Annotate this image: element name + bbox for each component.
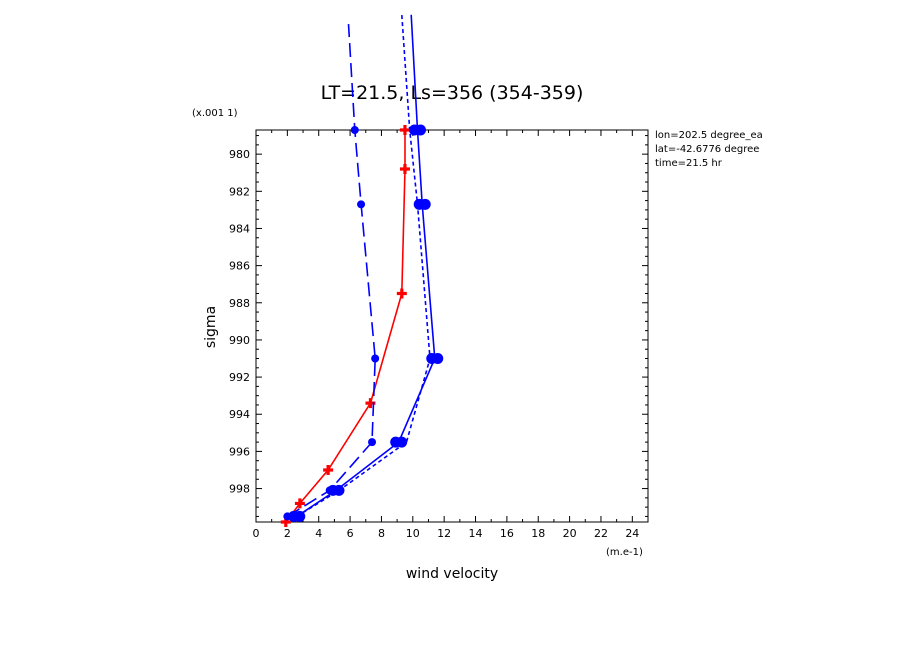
y-axis-label: sigma <box>203 306 219 348</box>
y-tick-label: 986 <box>229 260 250 273</box>
data-point <box>396 288 407 299</box>
x-tick-label: 22 <box>594 527 608 540</box>
data-point <box>294 498 305 509</box>
x-tick-label: 2 <box>284 527 291 540</box>
series-3 <box>296 14 431 518</box>
x-tick-label: 24 <box>625 527 639 540</box>
data-point <box>396 436 408 448</box>
data-point <box>371 354 380 363</box>
series-0 <box>280 125 410 527</box>
data-point <box>415 124 427 136</box>
plot-frame <box>255 129 649 523</box>
x-tick-label: 4 <box>315 527 322 540</box>
x-tick-label: 16 <box>500 527 514 540</box>
x-tick-label: 14 <box>469 527 483 540</box>
x-tick-label: 8 <box>378 527 385 540</box>
data-point <box>399 125 410 135</box>
y-tick-label: 982 <box>229 185 250 198</box>
x-tick-label: 18 <box>531 527 545 540</box>
data-point <box>323 464 334 475</box>
series-line <box>285 130 406 523</box>
y-tick-label: 988 <box>229 297 250 310</box>
annotation-lat: lat=-42.6776 degree <box>655 144 759 155</box>
series-2 <box>288 14 444 522</box>
x-tick-label: 12 <box>437 527 451 540</box>
annotation-time: time=21.5 hr <box>655 158 723 169</box>
x-tick-label: 20 <box>563 527 577 540</box>
x-axis-label: wind velocity <box>406 566 498 582</box>
y-tick-label: 992 <box>229 371 250 384</box>
y-tick-label: 980 <box>229 148 250 161</box>
data-point <box>368 438 377 447</box>
x-tick-label: 0 <box>253 527 260 540</box>
data-point <box>357 200 366 209</box>
data-point <box>350 126 359 134</box>
series-line <box>296 14 431 518</box>
y-tick-label: 996 <box>229 445 250 458</box>
chart-title: LT=21.5, Ls=356 (354-359) <box>321 82 584 104</box>
annotation-lon: lon=202.5 degree_ea <box>655 130 763 141</box>
y-tick-label: 984 <box>229 222 250 235</box>
x-tick-label: 10 <box>406 527 420 540</box>
data-point <box>294 510 306 522</box>
x-tick-label: 6 <box>347 527 354 540</box>
y-tick-label: 998 <box>229 483 250 496</box>
x-scale-label: (m.e-1) <box>606 547 643 558</box>
data-point <box>399 164 410 175</box>
data-point <box>432 353 444 365</box>
y-scale-label: (x.001 1) <box>192 108 238 119</box>
data-point <box>419 198 431 210</box>
y-tick-label: 990 <box>229 334 250 347</box>
y-tick-label: 994 <box>229 408 250 421</box>
